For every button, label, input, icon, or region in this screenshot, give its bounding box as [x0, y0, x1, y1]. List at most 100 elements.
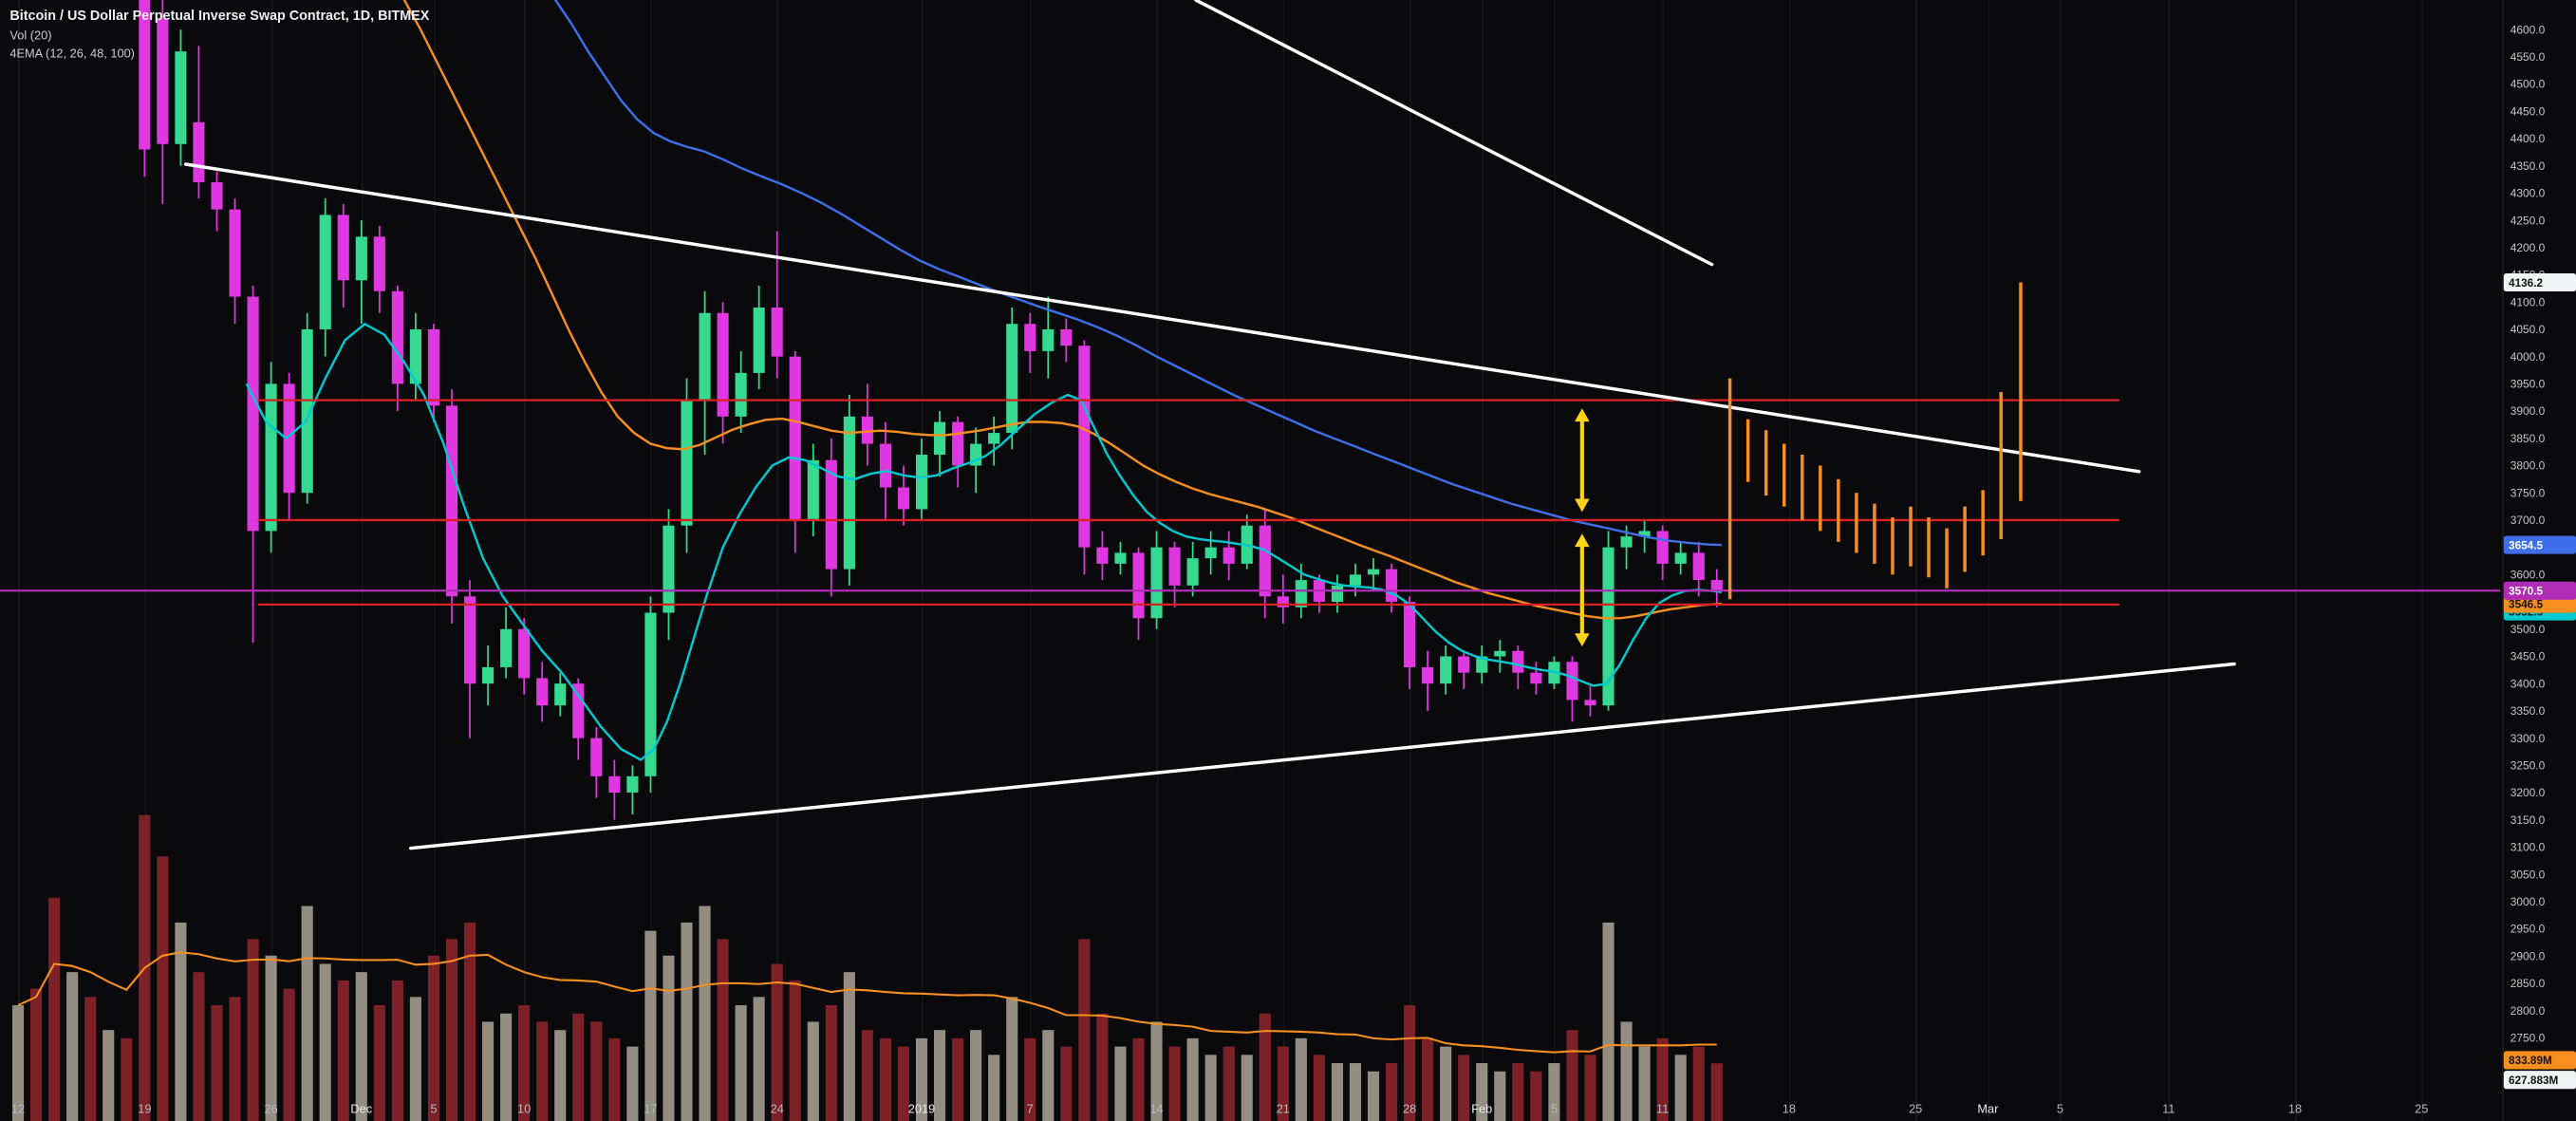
- measure-arrow[interactable]: [1575, 533, 1590, 647]
- candle-body: [933, 421, 946, 456]
- price-axis-label: 4450.0: [2511, 104, 2546, 118]
- price-axis[interactable]: 4600.0 4550.0 4500.0 4450.0 4400.0 4350.0 4300…: [2502, 0, 2546, 1121]
- price-axis-label: 3400.0: [2511, 677, 2546, 690]
- candle-body: [1114, 552, 1127, 564]
- trendline[interactable]: [408, 662, 2236, 850]
- legend: Bitcoin / US Dollar Perpetual Inverse Sw…: [9, 9, 429, 61]
- trendlines[interactable]: [183, 0, 2236, 850]
- candle-body: [283, 383, 295, 494]
- candle-body: [1204, 547, 1217, 559]
- volume-bar: [644, 930, 657, 1121]
- volume-bar: [1692, 1046, 1705, 1121]
- volume-bar: [66, 972, 79, 1121]
- volume-bar: [1114, 1046, 1127, 1121]
- volume-bar: [1674, 1055, 1687, 1121]
- volume-bar: [229, 997, 241, 1121]
- svg-text:833.89M: 833.89M: [2509, 1055, 2552, 1067]
- price-axis-label: 3250.0: [2511, 758, 2546, 772]
- candle-body: [1024, 324, 1036, 351]
- volume-bar: [1367, 1071, 1380, 1121]
- trendline[interactable]: [1194, 0, 1714, 267]
- candle-body: [825, 459, 837, 570]
- price-axis-label: 3150.0: [2511, 813, 2546, 827]
- candle-body: [265, 383, 277, 532]
- candle-body: [771, 308, 783, 357]
- time-axis-label: 5: [1551, 1101, 1558, 1115]
- volume-bar: [463, 922, 476, 1121]
- candle-body: [952, 421, 964, 466]
- indicator-ema-label[interactable]: 4EMA (12, 26, 48, 100): [9, 47, 135, 61]
- volume-bar: [265, 955, 277, 1121]
- volume-bar: [1295, 1037, 1307, 1121]
- volume-bar: [193, 972, 205, 1121]
- price-axis-label: 3600.0: [2511, 569, 2546, 582]
- price-axis-label: 3000.0: [2511, 895, 2546, 908]
- time-axis[interactable]: 12 19 26 Dec 5 10 17 24 2019 7 14 21 28 Feb 5 11 18 25 Mar…: [11, 1101, 2428, 1115]
- volume-bar: [554, 1030, 567, 1121]
- candle-body: [861, 416, 873, 444]
- volume-pane: [11, 814, 1723, 1121]
- volume-bar: [952, 1037, 964, 1121]
- candle-body: [554, 683, 567, 706]
- candle-body: [1060, 328, 1073, 346]
- volume-bar: [1440, 1046, 1452, 1121]
- ema-12-line[interactable]: [245, 322, 1723, 762]
- volume-bar: [500, 1013, 513, 1121]
- volume-bar: [681, 922, 693, 1121]
- horizontal-price-lines[interactable]: [0, 399, 2501, 607]
- ema-48-line[interactable]: [402, 0, 1723, 620]
- volume-bar: [1385, 1063, 1398, 1121]
- volume-bar: [590, 1021, 603, 1121]
- price-axis-label: 4000.0: [2511, 350, 2546, 364]
- measure-arrow[interactable]: [1575, 408, 1590, 513]
- candle-body: [753, 308, 765, 373]
- candle-body: [247, 296, 259, 532]
- gridlines: [18, 0, 2424, 1121]
- volume-bar: [1422, 1037, 1434, 1121]
- candle-body: [1566, 662, 1578, 701]
- svg-text:4136.2: 4136.2: [2509, 277, 2543, 290]
- volume-bar: [988, 1055, 1000, 1121]
- ema-100-line[interactable]: [554, 0, 1722, 547]
- candle-body: [843, 416, 855, 570]
- volume-bar: [572, 1013, 585, 1121]
- candle-body: [608, 775, 621, 794]
- candle-body: [1620, 536, 1633, 548]
- volume-bar: [1458, 1055, 1470, 1121]
- measure-arrows[interactable]: [1575, 408, 1590, 647]
- candle-body: [536, 678, 549, 706]
- volume-bar: [879, 1037, 891, 1121]
- candle-body: [1638, 531, 1651, 537]
- price-axis-label: 4100.0: [2511, 295, 2546, 308]
- projection-bars[interactable]: [1727, 282, 2023, 600]
- time-axis-label: 21: [1277, 1101, 1290, 1115]
- volume-bar: [1186, 1037, 1199, 1121]
- price-axis-label: 4200.0: [2511, 241, 2546, 254]
- volume-bar: [1096, 1013, 1109, 1121]
- candle-body: [1295, 580, 1307, 607]
- candle-body: [229, 209, 241, 297]
- volume-bar: [735, 1005, 747, 1121]
- axis-badge: 3570.5: [2503, 581, 2576, 600]
- candle-body: [1223, 547, 1235, 564]
- time-axis-label: 5: [2057, 1101, 2063, 1115]
- candle-body: [409, 328, 421, 384]
- volume-bar: [48, 897, 61, 1121]
- volume-bar: [1566, 1030, 1578, 1121]
- candle-body: [1385, 569, 1398, 603]
- time-axis-label: Mar: [1977, 1101, 1999, 1115]
- candle-body: [1440, 656, 1452, 684]
- price-axis-label: 4250.0: [2511, 214, 2546, 227]
- volume-bar: [103, 1030, 115, 1121]
- volume-bar: [211, 1005, 223, 1121]
- indicator-vol-label[interactable]: Vol (20): [9, 28, 51, 43]
- trendline[interactable]: [183, 162, 2141, 474]
- volume-bar: [608, 1037, 621, 1121]
- symbol-title[interactable]: Bitcoin / US Dollar Perpetual Inverse Sw…: [9, 9, 429, 24]
- candle-body: [463, 596, 476, 684]
- volume-bar: [319, 963, 331, 1121]
- volume-bar: [1060, 1046, 1073, 1121]
- volume-bar: [1512, 1063, 1524, 1121]
